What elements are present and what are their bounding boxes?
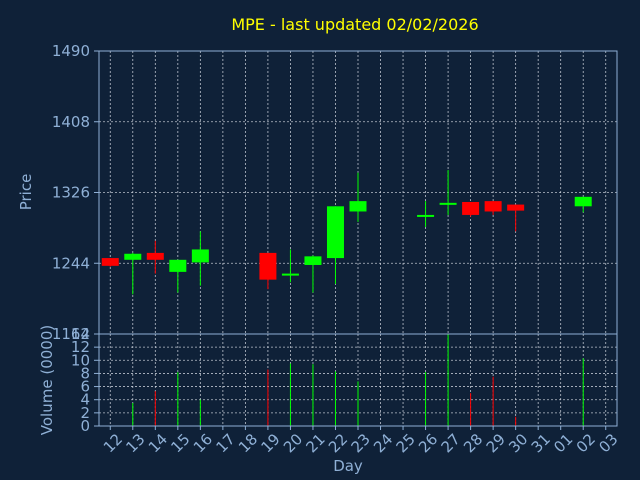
price-tick-label: 1244 [52, 254, 90, 272]
price-tick-label: 1490 [52, 42, 90, 60]
candle-body [146, 252, 164, 260]
candle-body [417, 214, 435, 217]
x-axis-label: Day [333, 457, 363, 475]
candle-body [507, 204, 525, 211]
volume-tick-label: 14 [71, 325, 90, 343]
candle-body [259, 252, 277, 280]
candle-body [124, 253, 142, 260]
candle-body [326, 206, 344, 259]
price-panel: 1490 1408 1326 1244 1162 [52, 42, 618, 343]
candle-body [304, 256, 322, 265]
candle-body [484, 201, 502, 212]
candle-body [574, 196, 592, 207]
volume-tick-label: 0 [80, 417, 90, 435]
volume-tick-label: 6 [80, 378, 90, 396]
candle-body [169, 259, 187, 272]
candle-body [191, 249, 209, 263]
candle-body [349, 201, 367, 212]
volume-tick-label: 12 [71, 338, 90, 356]
x-tick-label: 03 [595, 430, 621, 456]
volume-axis-label: Volume (0000) [38, 325, 56, 435]
volume-tick-label: 4 [80, 391, 90, 409]
price-tick-label: 1162 [52, 325, 90, 343]
volume-tick-label: 8 [80, 364, 90, 382]
candle-body [462, 201, 480, 215]
volume-tick-label: 2 [80, 404, 90, 422]
price-axis-label: Price [17, 174, 35, 211]
candle-body [101, 258, 119, 266]
price-tick-label: 1326 [52, 184, 90, 202]
chart-title: MPE - last updated 02/02/2026 [231, 15, 478, 34]
candle-body [281, 273, 299, 276]
price-tick-label: 1408 [52, 113, 90, 131]
candle-body [439, 202, 457, 205]
volume-tick-label: 10 [71, 351, 90, 369]
